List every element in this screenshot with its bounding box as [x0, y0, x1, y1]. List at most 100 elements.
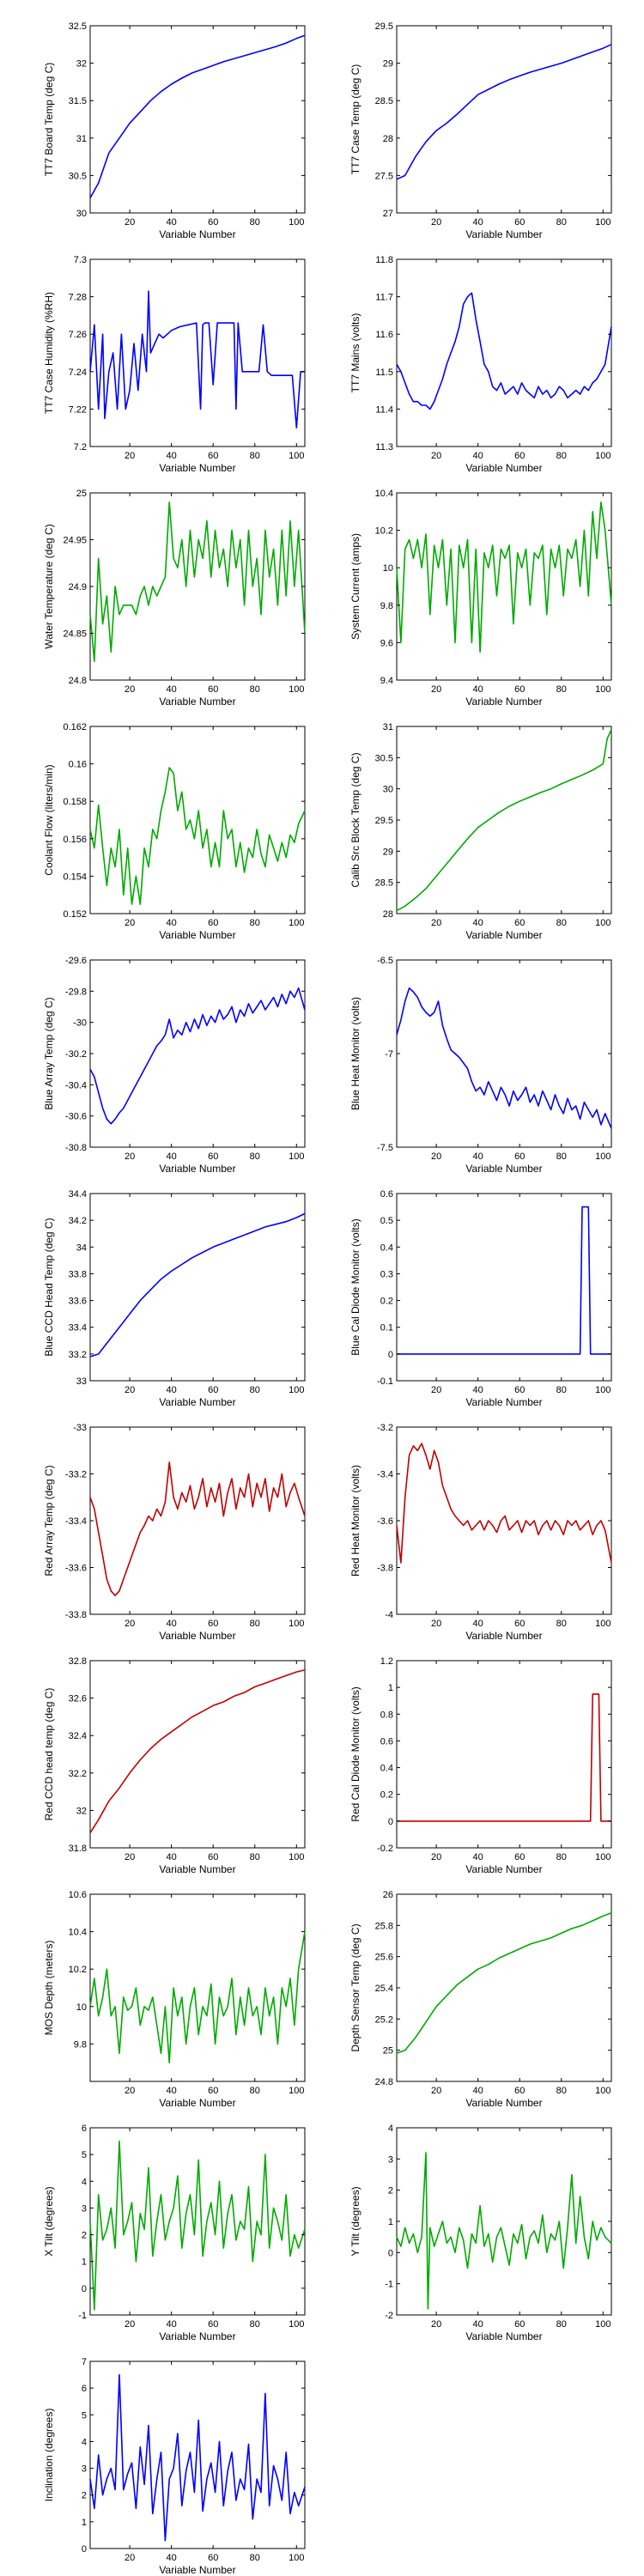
- x-axis-label: Variable Number: [465, 2330, 542, 2342]
- series-line: [89, 290, 305, 429]
- chart-18: 20 40 60 80 100 24.8 25 25.2 25.4 25.6 25.8 26 Varia…: [349, 1890, 612, 2109]
- y-tick-label: 0.158: [63, 797, 87, 807]
- x-tick-label: 40: [473, 2319, 483, 2330]
- x-axis-label: Variable Number: [159, 929, 235, 941]
- x-tick-label: 60: [514, 2086, 525, 2096]
- y-tick-label: 0.6: [380, 1189, 393, 1200]
- y-tick-label: -33.4: [65, 1516, 87, 1527]
- plot-frame: [89, 959, 306, 1148]
- x-tick-label: 20: [431, 2319, 441, 2330]
- x-axis-label: Variable Number: [159, 2097, 235, 2109]
- x-axis-label: Variable Number: [159, 1396, 235, 1408]
- x-tick-label: 40: [167, 217, 177, 228]
- y-tick-label: 0.2: [380, 1790, 393, 1801]
- y-tick-label: 0.162: [63, 722, 87, 732]
- y-tick-label: -33.8: [65, 1610, 87, 1620]
- y-axis-label: TT7 Mains (volts): [349, 313, 361, 393]
- y-tick-label: 29.5: [375, 816, 393, 826]
- y-tick-label: 30: [76, 209, 87, 219]
- x-axis-label: Variable Number: [159, 1163, 235, 1175]
- x-tick-label: 80: [556, 684, 567, 695]
- x-tick-label: 40: [473, 1852, 483, 1862]
- y-tick-label: -7.5: [377, 1143, 393, 1153]
- y-tick-label: 31: [383, 722, 393, 732]
- y-tick-label: 0: [82, 2284, 87, 2294]
- plot-frame: [396, 959, 612, 1148]
- x-tick-label: 100: [595, 451, 611, 461]
- x-tick-label: 20: [431, 1151, 441, 1162]
- x-axis-label: Variable Number: [159, 1630, 235, 1642]
- y-tick-label: 25: [76, 489, 87, 499]
- y-tick-label: 9.6: [380, 638, 393, 648]
- x-tick-label: 20: [125, 2086, 135, 2096]
- chart-13: 20 40 60 80 100 -33.8 -33.6 -33.4 -33.2 -33 Variab…: [43, 1423, 306, 1642]
- plot-frame: [396, 1660, 612, 1849]
- y-tick-label: 0.6: [380, 1736, 393, 1747]
- y-tick-label: 27.5: [375, 171, 393, 181]
- y-tick-label: 28: [383, 909, 393, 920]
- y-axis-label: Red Cal Diode Monitor (volts): [349, 1686, 361, 1821]
- series-line: [89, 1669, 306, 1834]
- y-tick-label: 0: [388, 1817, 393, 1827]
- y-tick-label: 9.8: [74, 2039, 87, 2050]
- series-line: [396, 987, 612, 1129]
- chart-16: 20 40 60 80 100 -0.2 0 0.2 0.4 0.6 0.8 1 1.2 Variable…: [349, 1656, 612, 1875]
- x-axis-label: Variable Number: [159, 228, 235, 240]
- x-tick-label: 80: [556, 2319, 567, 2330]
- x-axis-label: Variable Number: [159, 2564, 235, 2576]
- x-tick-label: 20: [125, 2319, 135, 2330]
- y-tick-label: 1: [388, 2217, 393, 2227]
- chart-19: 20 40 60 80 100 -1 0 1 2 3 4 5 6 Variable Number X Til…: [43, 2123, 306, 2342]
- x-axis-label: Variable Number: [159, 1863, 235, 1875]
- y-tick-label: 11.5: [375, 368, 393, 378]
- chart-12: 20 40 60 80 100 -0.1 0 0.1 0.2 0.3 0.4 0.5 0.6 Variab…: [349, 1189, 612, 1408]
- x-tick-label: 40: [473, 1385, 483, 1395]
- y-tick-label: 0.2: [380, 1297, 393, 1307]
- x-tick-label: 80: [556, 918, 567, 928]
- y-tick-label: 25.2: [375, 2014, 393, 2025]
- x-tick-label: 100: [289, 451, 304, 461]
- y-tick-label: 0.8: [380, 1710, 393, 1720]
- y-tick-label: 31: [76, 134, 87, 144]
- x-tick-label: 100: [289, 1619, 304, 1629]
- x-tick-label: 60: [514, 1151, 525, 1162]
- x-tick-label: 20: [125, 1619, 135, 1629]
- y-tick-label: 24.8: [69, 676, 87, 686]
- x-tick-label: 40: [473, 1151, 483, 1162]
- y-tick-label: 4: [82, 2437, 87, 2447]
- y-tick-label: 0.156: [63, 835, 87, 845]
- y-tick-label: 2: [82, 2491, 87, 2501]
- x-tick-label: 80: [250, 451, 260, 461]
- x-tick-label: 80: [556, 1852, 567, 1862]
- chart-4: 20 40 60 80 100 11.3 11.4 11.5 11.6 11.7 11.8 Varia…: [349, 255, 612, 474]
- chart-10: 20 40 60 80 100 -7.5 -7 -6.5 Variable Number Blue…: [349, 956, 612, 1175]
- x-tick-label: 20: [125, 217, 135, 228]
- x-tick-label: 100: [289, 217, 304, 228]
- plot-frame: [89, 2360, 306, 2549]
- y-tick-label: 10.6: [69, 1890, 87, 1900]
- y-tick-label: 33.4: [69, 1323, 87, 1334]
- x-tick-label: 100: [595, 684, 611, 695]
- series-line: [89, 767, 306, 905]
- series-line: [89, 34, 306, 198]
- y-tick-label: 32.5: [69, 21, 87, 32]
- y-axis-label: TT7 Board Temp (deg C): [43, 63, 55, 177]
- x-tick-label: 20: [431, 1385, 441, 1395]
- x-tick-label: 100: [595, 918, 611, 928]
- x-tick-label: 80: [250, 1385, 260, 1395]
- y-tick-label: 7: [82, 2357, 87, 2367]
- y-tick-label: -3.4: [377, 1470, 393, 1480]
- x-tick-label: 60: [514, 451, 525, 461]
- plot-frame: [89, 1660, 306, 1849]
- y-tick-label: 7.28: [69, 293, 87, 303]
- y-tick-label: 0.5: [380, 1216, 393, 1226]
- y-tick-label: 28.5: [375, 96, 393, 106]
- y-tick-label: -1: [78, 2311, 87, 2321]
- y-tick-label: -0.2: [377, 1844, 393, 1854]
- x-tick-label: 100: [289, 2319, 304, 2330]
- y-axis-label: Red Heat Monitor (volts): [349, 1465, 361, 1577]
- chart-17: 20 40 60 80 100 9.8 10 10.2 10.4 10.6 Variable Num…: [43, 1890, 306, 2109]
- x-tick-label: 40: [167, 2319, 177, 2330]
- series-line: [89, 2373, 306, 2542]
- chart-14: 20 40 60 80 100 -4 -3.8 -3.6 -3.4 -3.2 Variable Nu…: [349, 1423, 612, 1642]
